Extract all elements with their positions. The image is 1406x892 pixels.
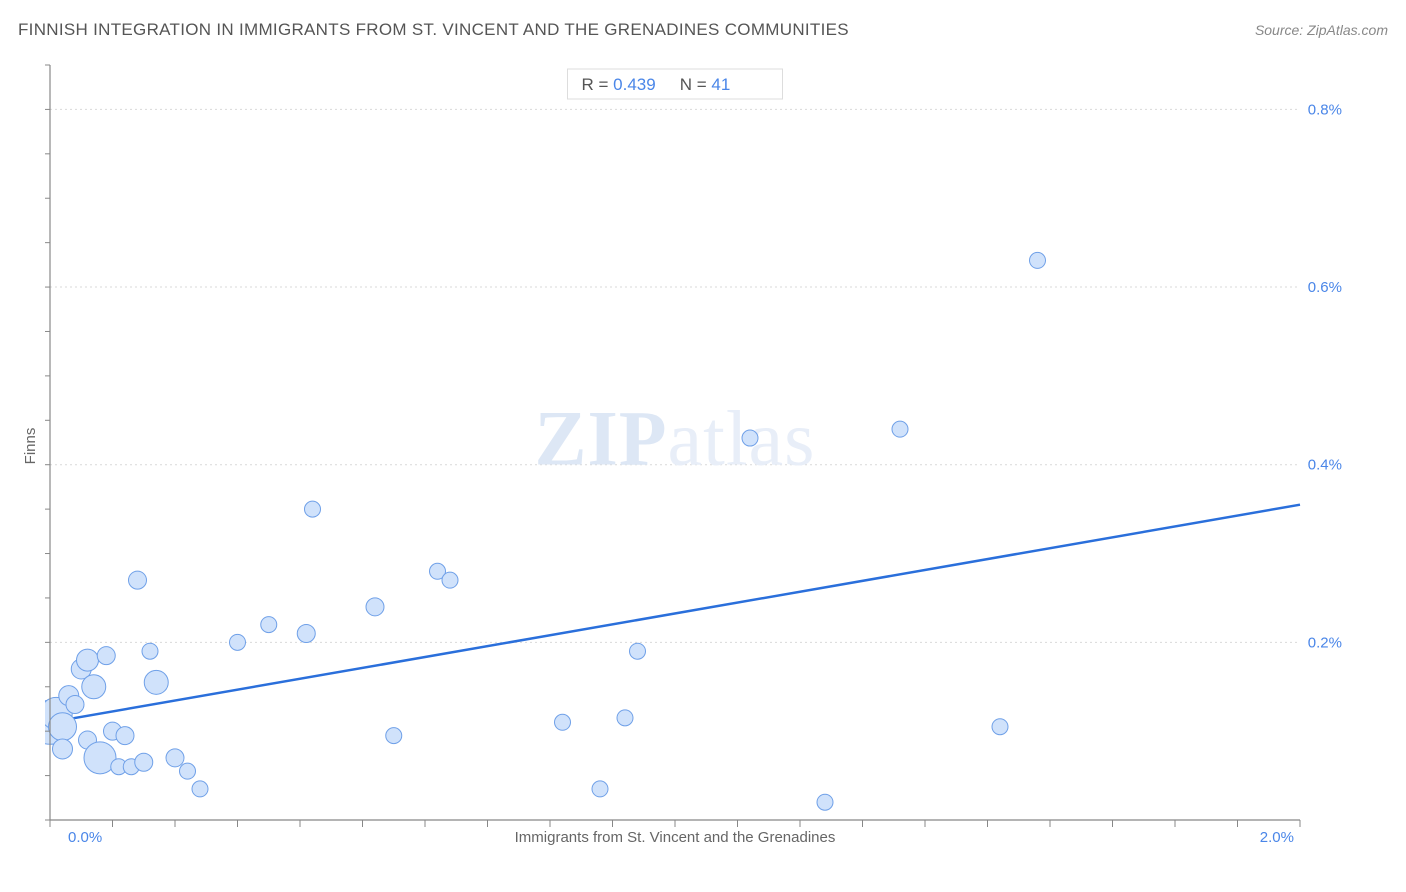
data-point <box>297 624 315 642</box>
data-point <box>49 713 77 741</box>
data-point <box>992 719 1008 735</box>
y-tick-label: 0.6% <box>1308 279 1342 296</box>
data-point <box>617 710 633 726</box>
data-point <box>892 421 908 437</box>
data-point <box>142 643 158 659</box>
y-tick-label: 0.2% <box>1308 634 1342 651</box>
data-point <box>135 753 153 771</box>
data-point <box>192 781 208 797</box>
data-point <box>592 781 608 797</box>
data-point <box>817 794 833 810</box>
data-point <box>230 634 246 650</box>
source-label: Source: <box>1255 22 1307 38</box>
y-axis-label: Finns <box>22 428 39 465</box>
chart-svg: ZIPatlas 0.0% 2.0% 0.2% 0.4% 0.6% 0.8% Immigran… <box>45 60 1350 845</box>
data-point <box>97 647 115 665</box>
scatter-chart: ZIPatlas 0.0% 2.0% 0.2% 0.4% 0.6% 0.8% Immigran… <box>45 60 1350 845</box>
data-point <box>66 696 84 714</box>
data-point <box>116 727 134 745</box>
source-attribution: Source: ZipAtlas.com <box>1255 22 1388 38</box>
x-axis-label: Immigrants from St. Vincent and the Gren… <box>515 829 836 845</box>
data-point <box>129 571 147 589</box>
data-point <box>742 430 758 446</box>
data-point <box>305 501 321 517</box>
data-point <box>366 598 384 616</box>
data-point <box>144 670 168 694</box>
data-point <box>1030 252 1046 268</box>
source-value: ZipAtlas.com <box>1307 22 1388 38</box>
data-point <box>261 617 277 633</box>
y-tick-label: 0.4% <box>1308 457 1342 474</box>
data-point <box>442 572 458 588</box>
watermark: ZIPatlas <box>535 395 816 482</box>
chart-header: FINNISH INTEGRATION IN IMMIGRANTS FROM S… <box>18 20 1388 40</box>
data-point <box>180 763 196 779</box>
data-point <box>630 643 646 659</box>
data-point <box>77 649 99 671</box>
data-point <box>82 675 106 699</box>
y-tick-label: 0.8% <box>1308 101 1342 118</box>
x-tick-label: 2.0% <box>1260 829 1294 845</box>
data-point <box>555 714 571 730</box>
data-point <box>53 739 73 759</box>
x-tick-label: 0.0% <box>68 829 102 845</box>
data-point <box>386 728 402 744</box>
chart-title: FINNISH INTEGRATION IN IMMIGRANTS FROM S… <box>18 20 849 40</box>
trend-line <box>50 505 1300 723</box>
data-point <box>166 749 184 767</box>
